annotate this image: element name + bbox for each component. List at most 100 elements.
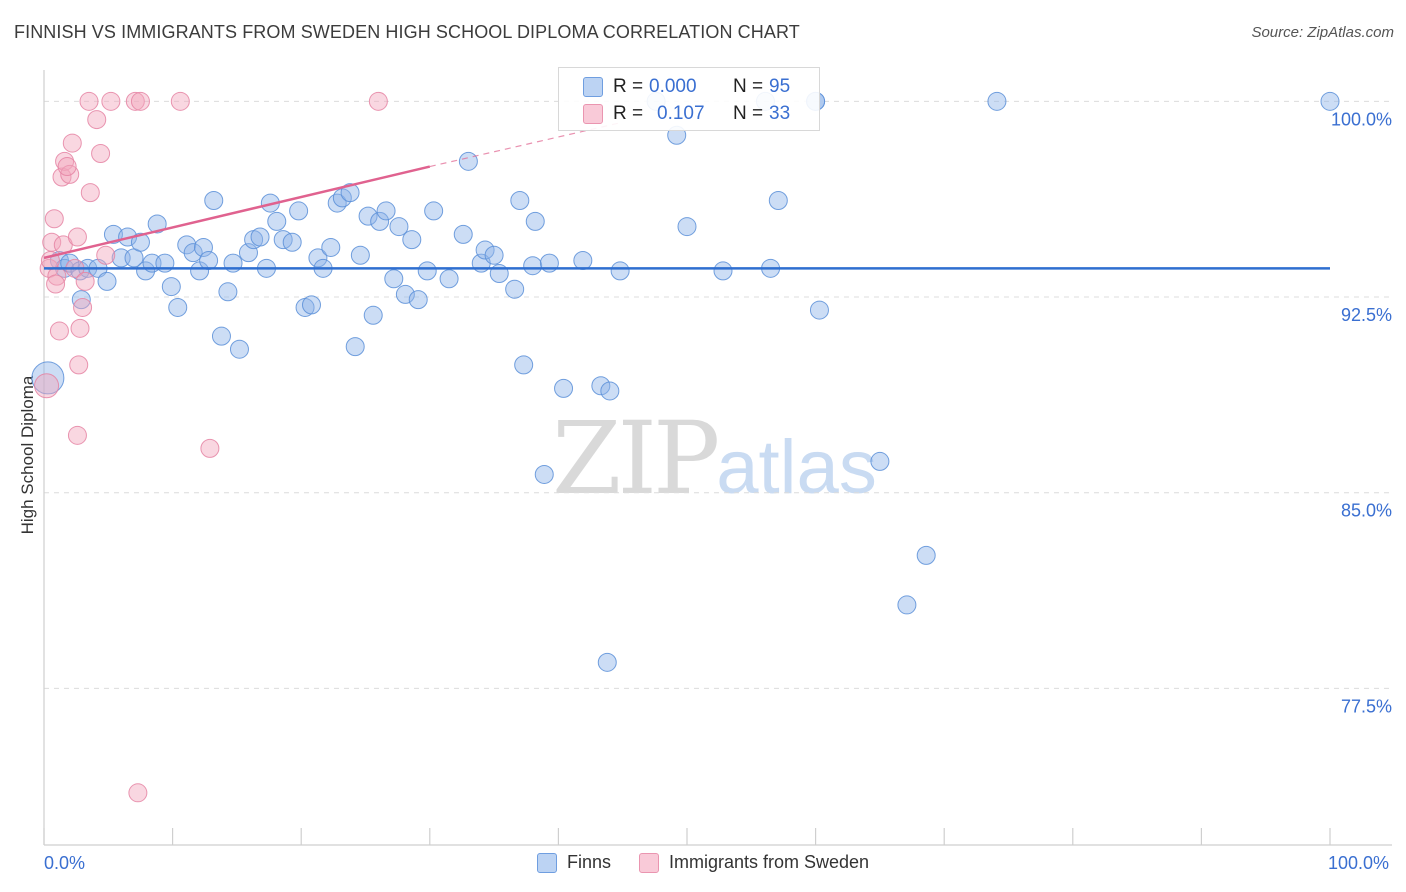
finns-point xyxy=(534,464,554,484)
y-tick-label: 77.5% xyxy=(1341,696,1392,716)
finns-point xyxy=(597,652,617,672)
finns-point xyxy=(514,355,534,375)
finns-swatch xyxy=(583,77,603,97)
finns-point xyxy=(340,183,360,203)
finns-point xyxy=(363,305,383,325)
watermark: ZIPatlas xyxy=(552,400,877,517)
sweden-swatch xyxy=(583,104,603,124)
finns-point xyxy=(282,232,302,252)
finns-point xyxy=(376,201,396,221)
sweden-point xyxy=(101,91,121,111)
sweden-point xyxy=(368,91,388,111)
finns-legend-label: Finns xyxy=(566,852,611,872)
watermark-zip: ZIP xyxy=(552,400,720,517)
finns-point xyxy=(218,282,238,302)
finns-point xyxy=(402,230,422,250)
finns-point xyxy=(183,243,203,263)
sweden-point xyxy=(170,91,190,111)
y-tick-labels: 77.5% 85.0% 92.5% 100.0% xyxy=(1331,109,1392,716)
finns-point xyxy=(177,235,197,255)
finns-point xyxy=(453,224,473,244)
axes xyxy=(43,70,1392,846)
finns-point xyxy=(525,211,545,231)
sweden-point xyxy=(69,355,89,375)
finns-point xyxy=(370,211,390,231)
finns-point xyxy=(987,91,1007,111)
finns-point xyxy=(897,595,917,615)
finns-point xyxy=(358,206,378,226)
finns-point xyxy=(301,295,321,315)
finns-point xyxy=(229,339,249,359)
finns-point xyxy=(345,337,365,357)
sweden-point xyxy=(96,245,116,265)
stats-legend: R = 0.000 N = 95 R = 0.107 N = 33 xyxy=(558,67,820,131)
sweden-point xyxy=(67,227,87,247)
sweden-point xyxy=(46,274,66,294)
finns-n-value: 95 xyxy=(769,76,791,97)
y-tick-label: 100.0% xyxy=(1331,109,1392,129)
finns-point xyxy=(591,376,611,396)
finns-points xyxy=(31,91,1340,672)
finns-point xyxy=(267,211,287,231)
finns-point xyxy=(350,245,370,265)
finns-point xyxy=(289,201,309,221)
finns-point xyxy=(610,261,630,281)
legend-item-finns: Finns xyxy=(536,852,611,873)
sweden-legend-swatch xyxy=(638,852,659,873)
finns-point xyxy=(417,261,437,281)
finns-legend-swatch xyxy=(536,852,557,873)
finns-point xyxy=(211,326,231,346)
finns-point xyxy=(147,214,167,234)
trend-lines xyxy=(43,121,1330,270)
finns-point xyxy=(71,290,91,310)
y-tick-label: 85.0% xyxy=(1341,501,1392,521)
sweden-n-value: 33 xyxy=(769,103,791,124)
sweden-point xyxy=(128,783,148,803)
sweden-point xyxy=(91,144,111,164)
finns-point xyxy=(554,378,574,398)
finns-point xyxy=(204,190,224,210)
watermark-atlas: atlas xyxy=(716,425,877,510)
finns-point xyxy=(136,261,156,281)
finns-point xyxy=(408,290,428,310)
source-label: Source: ZipAtlas.com xyxy=(1251,24,1394,41)
sweden-point xyxy=(73,297,93,317)
sweden-point xyxy=(70,318,90,338)
finns-point xyxy=(308,248,328,268)
x-tick-label-max: 100.0% xyxy=(1328,853,1390,873)
sweden-point xyxy=(79,91,99,111)
sweden-point xyxy=(130,91,150,111)
finns-point xyxy=(199,250,219,270)
finns-point xyxy=(505,279,525,299)
finns-point xyxy=(97,271,117,291)
legend-item-sweden: Immigrants from Sweden xyxy=(638,852,869,873)
sweden-points xyxy=(34,91,388,803)
chart-title: FINNISH VS IMMIGRANTS FROM SWEDEN HIGH S… xyxy=(14,22,800,42)
finns-point xyxy=(395,284,415,304)
finns-point xyxy=(573,250,593,270)
finns-point xyxy=(600,381,620,401)
finns-point xyxy=(161,277,181,297)
sweden-point xyxy=(87,110,107,130)
sweden-point xyxy=(67,425,87,445)
sweden-trend-line xyxy=(43,165,431,260)
y-tick-label: 92.5% xyxy=(1341,305,1392,325)
sweden-point xyxy=(125,91,145,111)
finns-point xyxy=(384,269,404,289)
finns-r-value: 0.000 xyxy=(649,76,697,97)
finns-point xyxy=(130,232,150,252)
finns-point xyxy=(103,224,123,244)
finns-point xyxy=(510,190,530,210)
sweden-point xyxy=(200,438,220,458)
finns-point xyxy=(484,245,504,265)
n-label: N = xyxy=(733,103,764,124)
finns-point xyxy=(424,201,444,221)
finns-point xyxy=(677,217,697,237)
finns-point xyxy=(475,240,495,260)
legend-row-finns: R = 0.000 N = 95 xyxy=(583,74,853,100)
sweden-point xyxy=(44,209,64,229)
sweden-point xyxy=(49,321,69,341)
finns-point xyxy=(321,237,341,257)
r-label: R = xyxy=(613,76,644,97)
legend-row-sweden: R = 0.107 N = 33 xyxy=(583,101,853,127)
